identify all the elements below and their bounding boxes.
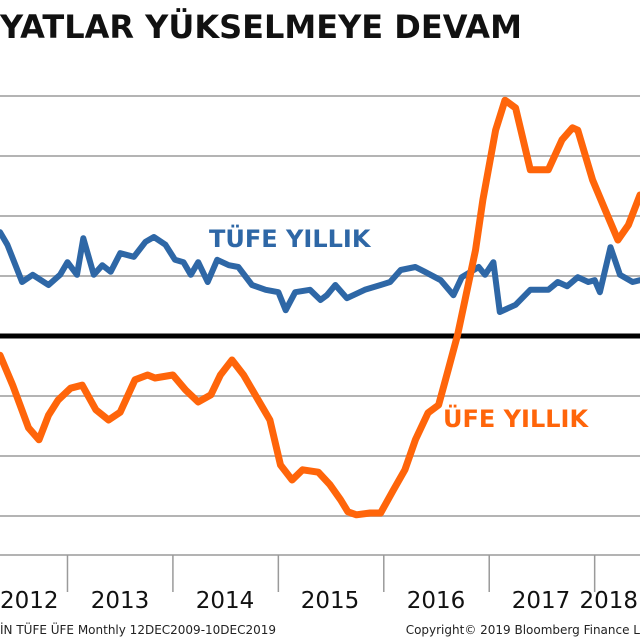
x-tick-label: 2016 [406,588,466,614]
x-tick-label: 2018 [579,588,638,614]
chart-title: YATLAR YÜKSELMEYE DEVAM [0,8,522,46]
footer-copyright: Copyright© 2019 Bloomberg Finance L [405,623,640,637]
x-tick-label: 2017 [511,588,571,614]
series-label-ufe: ÜFE YILLIK [443,405,589,433]
x-tick-label: 2013 [90,588,150,614]
x-tick-label: 2014 [195,588,255,614]
series-line-ufe [0,96,640,519]
x-tick-label: 2012 [0,588,59,614]
x-tick-label: 2015 [300,588,360,614]
series-label-tufe: TÜFE YILLIK [209,225,371,253]
footer-source: İN TÜFE ÜFE Monthly 12DEC2009-10DEC2019 [0,623,277,637]
series-line-tufe [0,229,640,315]
